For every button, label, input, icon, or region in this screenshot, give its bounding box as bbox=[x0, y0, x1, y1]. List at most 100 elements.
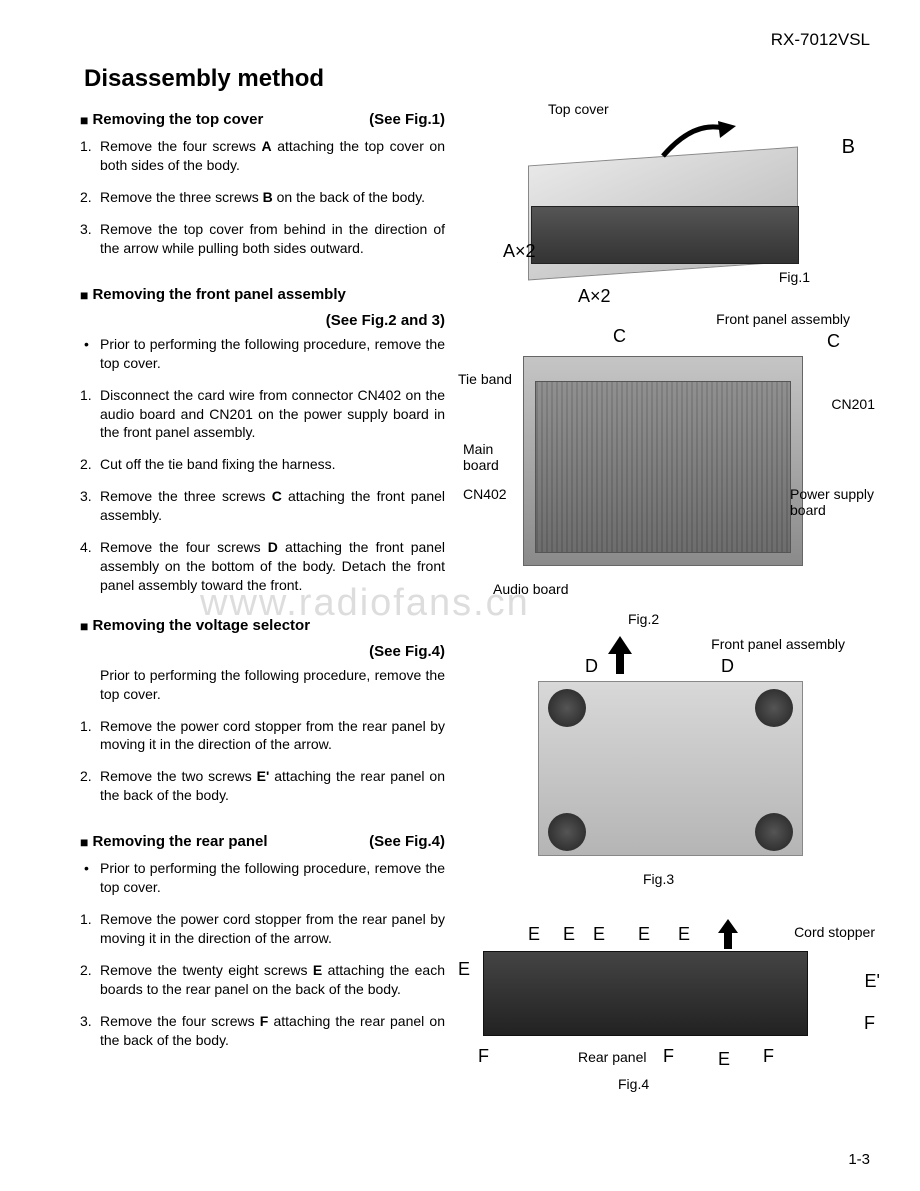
arrow-up-icon bbox=[608, 636, 632, 681]
step-number: 3. bbox=[80, 1012, 100, 1050]
callout-label: E bbox=[678, 924, 690, 945]
instructions-column: ■ Removing the top cover (See Fig.1) 1. … bbox=[80, 111, 445, 1101]
step-text: Remove the power cord stopper from the r… bbox=[100, 910, 445, 948]
step-text: Cut off the tie band fixing the harness. bbox=[100, 455, 445, 474]
step-item: 2. Remove the two screws E' attaching th… bbox=[80, 767, 445, 805]
dot-bullet-icon: • bbox=[80, 859, 100, 897]
note-text: Prior to performing the following proced… bbox=[100, 335, 445, 373]
callout-label: D bbox=[721, 656, 734, 677]
step-number: 1. bbox=[80, 137, 100, 175]
callout-label: Rear panel bbox=[578, 1049, 647, 1065]
foot-illustration bbox=[548, 689, 586, 727]
step-number: 1. bbox=[80, 717, 100, 755]
step-text: Remove the twenty eight screws E attachi… bbox=[100, 961, 445, 999]
figures-column: Top cover A×2 A×2 B Fig.1 Front panel as… bbox=[463, 111, 870, 1101]
step-item: 2. Remove the twenty eight screws E atta… bbox=[80, 961, 445, 999]
figure-3: Front panel assembly D D Fig.3 bbox=[463, 641, 870, 896]
callout-label: Cord stopper bbox=[794, 924, 875, 940]
section-title: Removing the voltage selector bbox=[92, 617, 310, 634]
section-voltage-selector: ■ Removing the voltage selector (See Fig… bbox=[80, 617, 445, 806]
square-bullet-icon: ■ bbox=[80, 617, 88, 635]
note-text: Prior to performing the following proced… bbox=[100, 859, 445, 897]
callout-label: Top cover bbox=[548, 101, 609, 117]
step-text: Remove the four screws F attaching the r… bbox=[100, 1012, 445, 1050]
device-front-illustration bbox=[531, 206, 799, 264]
figure-1: Top cover A×2 A×2 B Fig.1 bbox=[463, 111, 870, 321]
step-item: 1. Remove the power cord stopper from th… bbox=[80, 910, 445, 948]
step-text: Disconnect the card wire from connector … bbox=[100, 386, 445, 443]
square-bullet-icon: ■ bbox=[80, 833, 88, 851]
step-item: 3. Remove the four screws F attaching th… bbox=[80, 1012, 445, 1050]
callout-label: F bbox=[763, 1046, 774, 1067]
callout-label: Main board bbox=[463, 441, 513, 473]
dot-bullet-icon: • bbox=[80, 335, 100, 373]
section-title: Removing the front panel assembly bbox=[92, 286, 345, 303]
callout-label: E' bbox=[865, 971, 880, 992]
step-number: 1. bbox=[80, 386, 100, 443]
section-title: Removing the rear panel bbox=[92, 833, 267, 850]
note-item: • Prior to performing the following proc… bbox=[80, 335, 445, 373]
foot-illustration bbox=[755, 813, 793, 851]
see-fig-ref: (See Fig.4) bbox=[80, 643, 445, 660]
step-item: 2. Remove the three screws B on the back… bbox=[80, 188, 445, 207]
fig-caption: Fig.4 bbox=[618, 1076, 649, 1092]
step-number: 4. bbox=[80, 538, 100, 595]
callout-label: Audio board bbox=[493, 581, 569, 597]
callout-label: C bbox=[613, 326, 626, 347]
step-item: 3. Remove the top cover from behind in t… bbox=[80, 220, 445, 258]
board-inner-illustration bbox=[535, 381, 791, 553]
section-top-cover: ■ Removing the top cover (See Fig.1) 1. … bbox=[80, 111, 445, 258]
callout-label: Front panel assembly bbox=[716, 311, 850, 327]
arrow-icon bbox=[658, 116, 738, 161]
step-number: 2. bbox=[80, 455, 100, 474]
fig-caption: Fig.2 bbox=[628, 611, 659, 627]
callout-label: Front panel assembly bbox=[711, 636, 845, 652]
content-wrapper: ■ Removing the top cover (See Fig.1) 1. … bbox=[80, 111, 870, 1101]
callout-label: E bbox=[638, 924, 650, 945]
step-text: Remove the power cord stopper from the r… bbox=[100, 717, 445, 755]
callout-label: E bbox=[563, 924, 575, 945]
callout-label: Tie band bbox=[458, 371, 512, 387]
callout-label: Power supply board bbox=[790, 486, 890, 518]
callout-label: CN201 bbox=[831, 396, 875, 412]
callout-label: E bbox=[458, 959, 470, 980]
callout-label: F bbox=[478, 1046, 489, 1067]
callout-label: E bbox=[593, 924, 605, 945]
callout-label: B bbox=[842, 136, 855, 159]
callout-label: F bbox=[663, 1046, 674, 1067]
step-number: 1. bbox=[80, 910, 100, 948]
rear-panel-illustration bbox=[483, 951, 808, 1036]
step-item: 1. Remove the four screws A attaching th… bbox=[80, 137, 445, 175]
fig-caption: Fig.1 bbox=[779, 269, 810, 285]
callout-label: C bbox=[827, 331, 840, 352]
step-number: 3. bbox=[80, 220, 100, 258]
step-text: Remove the three screws C attaching the … bbox=[100, 487, 445, 525]
callout-label: E bbox=[718, 1049, 730, 1070]
step-item: 3. Remove the three screws C attaching t… bbox=[80, 487, 445, 525]
step-item: 4. Remove the four screws D attaching th… bbox=[80, 538, 445, 595]
step-item: 1. Disconnect the card wire from connect… bbox=[80, 386, 445, 443]
square-bullet-icon: ■ bbox=[80, 111, 88, 129]
note-item: • Prior to performing the following proc… bbox=[80, 859, 445, 897]
callout-label: A×2 bbox=[578, 286, 611, 307]
figure-2: Front panel assembly C C Tie band Main b… bbox=[463, 321, 870, 621]
step-number: 2. bbox=[80, 961, 100, 999]
step-number: 2. bbox=[80, 188, 100, 207]
step-item: 1. Remove the power cord stopper from th… bbox=[80, 717, 445, 755]
callout-label: F bbox=[864, 1013, 875, 1034]
step-number: 3. bbox=[80, 487, 100, 525]
step-text: Remove the three screws B on the back of… bbox=[100, 188, 445, 207]
figure-4: E E E E E Cord stopper E E' F F Rear pan… bbox=[463, 921, 870, 1101]
section-rear-panel: ■ Removing the rear panel (See Fig.4) • … bbox=[80, 833, 445, 1049]
see-fig-ref: (See Fig.4) bbox=[369, 833, 445, 850]
callout-label: CN402 bbox=[463, 486, 507, 502]
step-text: Remove the top cover from behind in the … bbox=[100, 220, 445, 258]
step-number: 2. bbox=[80, 767, 100, 805]
callout-label: E bbox=[528, 924, 540, 945]
page-title: Disassembly method bbox=[84, 65, 870, 93]
square-bullet-icon: ■ bbox=[80, 286, 88, 304]
section-title: Removing the top cover bbox=[92, 111, 263, 128]
callout-label: A×2 bbox=[503, 241, 536, 262]
step-text: Remove the two screws E' attaching the r… bbox=[100, 767, 445, 805]
note-text: Prior to performing the following proced… bbox=[100, 666, 445, 704]
